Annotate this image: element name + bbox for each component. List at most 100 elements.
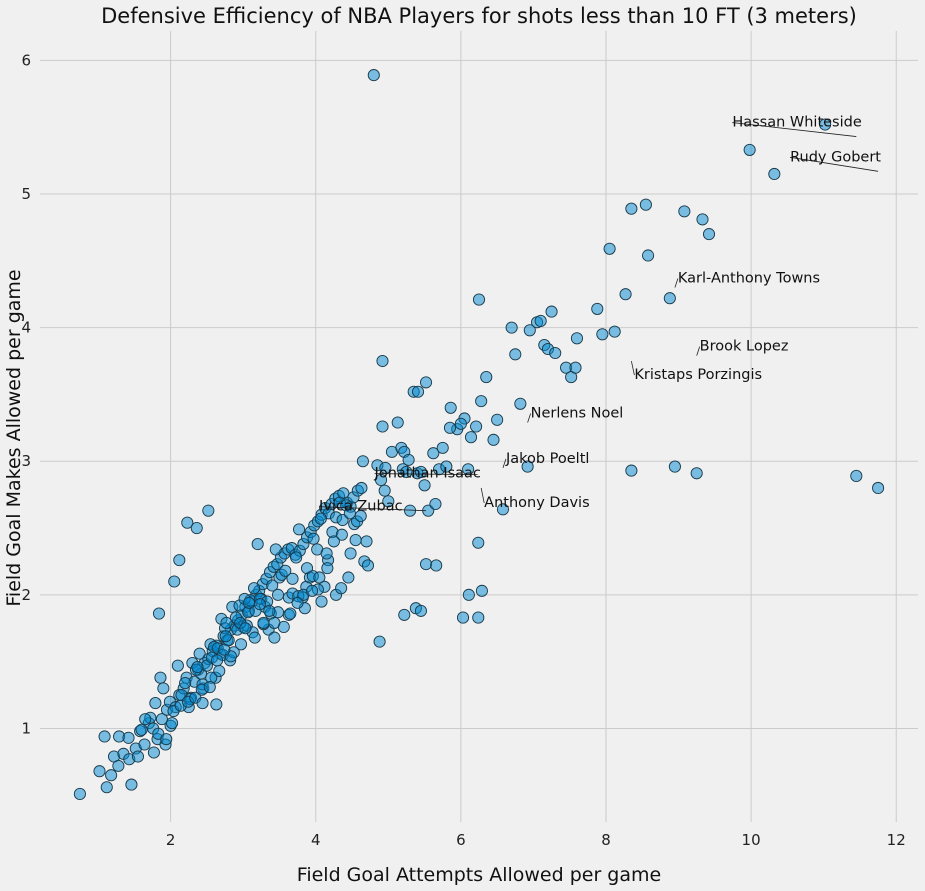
player-annotation: Jakob Poeltl [505,451,589,467]
annotation-arrow [480,487,485,504]
scatter-point [456,611,470,624]
scatter-point [850,469,863,482]
annotation-arrow [374,473,478,476]
scatter-point [251,538,264,551]
scatter-point [570,332,584,345]
scatter-point [480,371,493,384]
annotation-arrow [502,458,507,469]
scatter-point [361,559,375,572]
scatter-point [378,484,391,497]
scatter-point [475,395,488,408]
scatter-point [149,697,162,710]
x-tick-label: 12 [887,831,906,849]
scatter-point [313,571,326,584]
scatter-point [642,249,655,262]
scatter-point [404,504,417,517]
annotation-arrow [674,278,679,288]
scatter-point [470,420,483,433]
scatter-point [354,509,367,523]
scatter-point [290,551,303,564]
scatter-point [196,697,209,710]
scatter-point [211,654,224,667]
scatter-point [335,582,348,595]
y-tick-label: 6 [21,51,31,69]
scatter-point [203,680,216,694]
scatter-point [190,521,203,535]
scatter-point [639,198,652,211]
annotation-arrow [630,360,635,376]
scatter-point [335,528,348,541]
scatter-point [93,765,106,778]
scatter-point [292,523,306,536]
scatter-point [391,416,404,429]
scatter-point [619,288,632,301]
scatter-point [596,328,609,341]
scatter-point [443,421,457,434]
x-tick-label: 4 [311,831,321,849]
x-tick-label: 6 [456,831,466,849]
scatter-point [138,738,151,751]
scatter-point [210,698,223,711]
scatter-point [73,787,86,800]
player-annotation: Rudy Gobert [790,149,881,165]
scatter-point [122,731,135,744]
scatter-point [191,660,204,674]
player-annotation: Karl-Anthony Towns [678,271,820,287]
scatter-point [193,647,206,660]
scatter-point [690,467,703,480]
x-tick-label: 8 [601,831,611,849]
scatter-point [112,759,125,772]
y-tick-label: 1 [21,719,31,737]
scatter-point [663,292,676,305]
y-tick-label: 2 [21,586,31,604]
scatter-point [257,616,270,629]
scatter-point [373,635,386,648]
scatter-point [248,582,261,595]
scatter-point [239,622,252,635]
x-tick-label: 10 [742,831,761,849]
scatter-point [315,595,328,608]
scatter-point [430,559,443,572]
scatter-point [344,547,357,560]
scatter-point [491,413,504,426]
annotation-arrow [732,122,857,137]
scatter-point [419,558,433,571]
scatter-point [248,631,261,644]
scatter-point [768,167,781,181]
scatter-point [266,579,279,592]
scatter-point [496,503,509,516]
scatter-point [625,464,638,477]
scatter-point [419,376,433,389]
scatter-point [105,769,118,782]
player-annotation: Brook Lopez [700,339,789,355]
scatter-point [320,547,333,560]
scatter-point [376,420,389,433]
scatter-point [307,532,320,545]
scatter-point [743,143,756,156]
scatter-point [414,465,428,478]
scatter-point [376,354,389,368]
player-annotation: Kristaps Porzingis [634,367,762,383]
y-tick-label: 5 [21,185,31,203]
scatter-point [306,584,319,597]
scatter-point [440,460,453,473]
scatter-point [242,596,256,609]
data-points [73,69,885,800]
scatter-point [462,588,475,601]
scatter-point [523,324,536,337]
scatter-point [514,397,527,410]
scatter-point [534,314,547,327]
scatter-point [218,643,231,656]
player-annotation: Ivica Zubac [319,499,403,515]
scatter-point [269,543,282,556]
y-tick-label: 4 [21,319,31,337]
scatter-point [509,348,522,361]
scatter-point [181,516,194,529]
player-annotation: Jonathan Isaac [374,466,481,482]
scatter-point [454,417,467,430]
scatter-point [268,631,281,644]
scatter-point [475,584,488,597]
scatter-point [291,596,304,609]
scatter-point [160,733,173,746]
scatter-point [168,575,181,588]
